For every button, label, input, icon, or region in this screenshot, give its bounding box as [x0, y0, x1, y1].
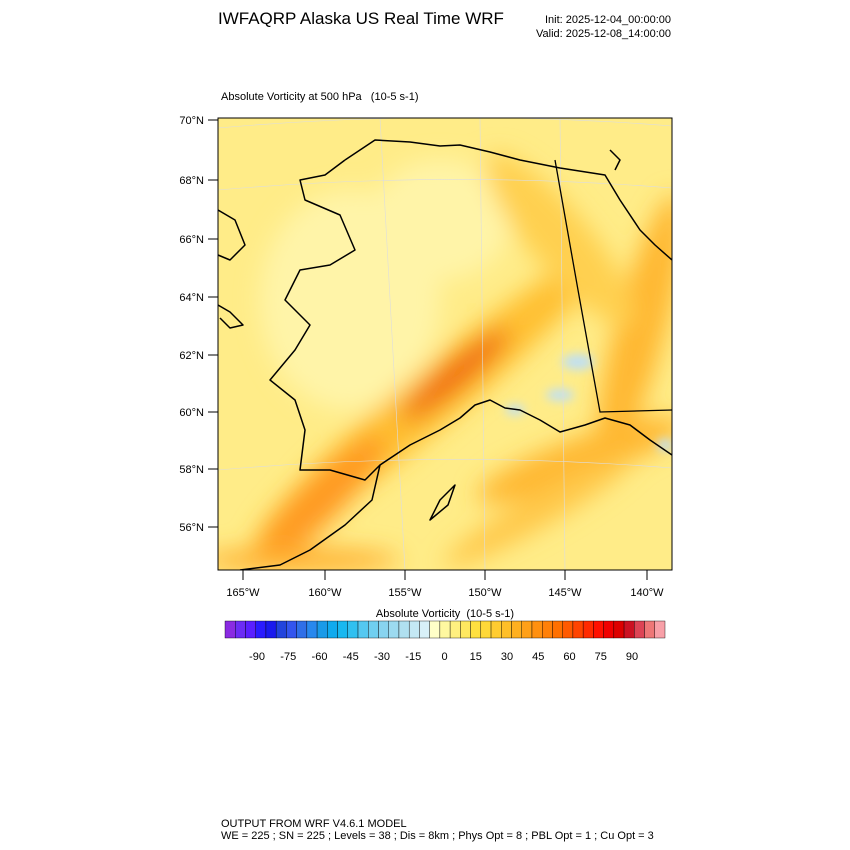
lon-label: 145°W	[548, 587, 582, 599]
colorbar-box	[316, 620, 328, 639]
colorbar-box	[368, 620, 379, 639]
colorbar	[224, 620, 666, 639]
lat-label: 56°N	[179, 522, 204, 534]
colorbar-box	[613, 620, 625, 639]
lon-label: 150°W	[468, 587, 502, 599]
lat-label: 62°N	[179, 350, 204, 362]
colorbar-label: 15	[470, 651, 482, 663]
colorbar-box	[582, 620, 594, 639]
lat-label: 60°N	[179, 407, 204, 419]
lon-label: 165°W	[226, 587, 260, 599]
lon-label: 155°W	[388, 587, 422, 599]
colorbar-box	[306, 620, 318, 639]
colorbar-box	[460, 620, 471, 639]
colorbar-box	[531, 620, 543, 639]
colorbar-box	[542, 620, 553, 639]
colorbar-box	[327, 620, 338, 639]
colorbar-box	[286, 620, 297, 639]
colorbar-label: -90	[249, 651, 265, 663]
colorbar-box	[347, 620, 359, 639]
colorbar-box	[275, 620, 287, 639]
colorbar-box	[224, 620, 236, 639]
colorbar-box	[255, 620, 267, 639]
colorbar-label: -15	[405, 651, 421, 663]
colorbar-box	[296, 620, 308, 639]
colorbar-label: -60	[312, 651, 328, 663]
footer-line: OUTPUT FROM WRF V4.6.1 MODEL	[221, 818, 407, 830]
map-field	[218, 118, 672, 570]
lat-ticks	[208, 119, 218, 528]
colorbar-box	[562, 620, 574, 639]
colorbar-box	[408, 620, 420, 639]
lat-label: 66°N	[179, 234, 204, 246]
colorbar-label: 30	[501, 651, 513, 663]
colorbar-box	[419, 620, 430, 639]
lon-label: 140°W	[630, 587, 664, 599]
colorbar-box	[439, 620, 451, 639]
lon-ticks	[242, 570, 648, 580]
lat-label: 58°N	[179, 464, 204, 476]
colorbar-label: 60	[563, 651, 575, 663]
colorbar-box	[593, 620, 604, 639]
colorbar-label: 45	[532, 651, 544, 663]
colorbar-box	[501, 620, 512, 639]
colorbar-label: 90	[626, 651, 638, 663]
lat-label: 64°N	[179, 292, 204, 304]
colorbar-labels: -90 -75 -60 -45 -30 -15 0 15 30 45 60 75 90	[249, 651, 638, 663]
colorbar-box	[337, 620, 348, 639]
colorbar-box	[644, 620, 655, 639]
colorbar-box	[470, 620, 482, 639]
valid-time: Valid: 2025-12-08_14:00:00	[536, 28, 671, 40]
map-title: Absolute Vorticity at 500 hPa (10-5 s-1)	[221, 91, 419, 103]
colorbar-box	[388, 620, 400, 639]
colorbar-box	[572, 620, 584, 639]
colorbar-box	[552, 620, 563, 639]
footer-line: WE = 225 ; SN = 225 ; Levels = 38 ; Dis …	[221, 830, 654, 842]
colorbar-box	[398, 620, 410, 639]
colorbar-box	[357, 620, 369, 639]
colorbar-label: 0	[441, 651, 447, 663]
colorbar-box	[634, 620, 645, 639]
colorbar-box	[490, 620, 502, 639]
colorbar-title: Absolute Vorticity (10-5 s-1)	[376, 608, 514, 620]
colorbar-label: -30	[374, 651, 390, 663]
colorbar-box	[429, 620, 441, 639]
colorbar-box	[603, 620, 615, 639]
title: IWFAQRP Alaska US Real Time WRF	[218, 9, 504, 28]
colorbar-box	[235, 620, 246, 639]
lat-label: 68°N	[179, 175, 204, 187]
colorbar-box	[378, 620, 389, 639]
colorbar-label: -45	[343, 651, 359, 663]
colorbar-label: -75	[280, 651, 296, 663]
lat-label: 70°N	[179, 115, 204, 127]
map-frame	[217, 117, 673, 571]
colorbar-box	[480, 620, 492, 639]
colorbar-box	[245, 620, 256, 639]
colorbar-box	[449, 620, 461, 639]
init-time: Init: 2025-12-04_00:00:00	[545, 14, 671, 26]
colorbar-box	[265, 620, 277, 639]
colorbar-box	[623, 620, 635, 639]
colorbar-box	[511, 620, 522, 639]
colorbar-box	[654, 620, 666, 639]
colorbar-label: 75	[595, 651, 607, 663]
lon-label: 160°W	[308, 587, 342, 599]
colorbar-box	[521, 620, 533, 639]
